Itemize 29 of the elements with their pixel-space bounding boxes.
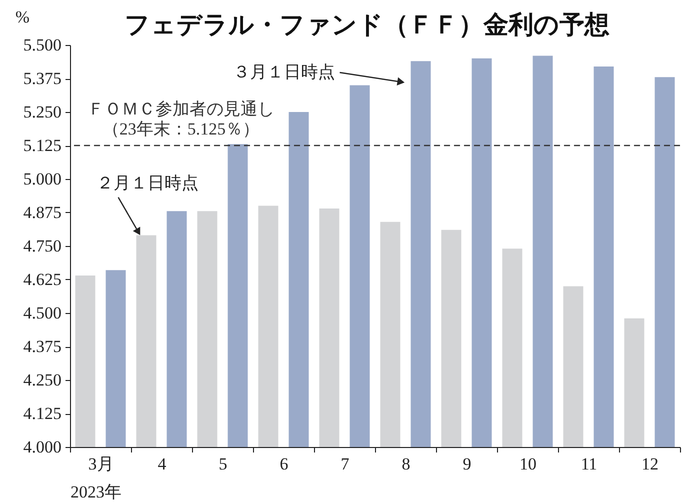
y-tick-label: 4.375 [23,337,62,356]
y-tick-label: 5.000 [23,170,62,188]
x-tick-label: 12 [642,454,658,474]
x-tick-label: 5 [218,454,228,474]
y-tick-label: 5.375 [23,69,62,88]
chart-title: フェデラル・ファンド（ＦＦ）金利の予想 [124,10,610,39]
x-tick-label: 6 [280,454,288,474]
y-tick-label: 4.125 [23,404,62,423]
y-axis-title: % [15,8,30,26]
x-tick-label: 7 [340,454,350,474]
annotation: ３月１日時点 [232,62,335,82]
x-tick-label: 4 [158,454,167,474]
y-tick-label: 4.500 [23,304,62,322]
x-tick-label: 9 [462,454,472,474]
y-tick-label: 5.125 [23,136,62,155]
annotation: ２月１日時点 [96,173,198,192]
y-tick-label: 5.500 [23,36,62,54]
x-tick-label: 3月 [88,454,114,474]
x-axis-title: 2023年 [70,482,122,502]
ref-line-label: ＦＯＭＣ参加者の見通し（23年末：5.125％） [88,100,275,138]
y-tick-label: 4.625 [23,270,62,289]
y-tick-label: 5.250 [23,102,62,122]
y-tick-label: 4.000 [23,438,62,456]
y-tick-label: 4.250 [23,370,62,390]
y-tick-label: 4.875 [23,203,62,222]
x-tick-label: 11 [580,454,598,474]
x-tick-label: 10 [520,454,536,474]
y-tick-label: 4.750 [23,236,62,256]
x-tick-label: 8 [402,454,410,474]
